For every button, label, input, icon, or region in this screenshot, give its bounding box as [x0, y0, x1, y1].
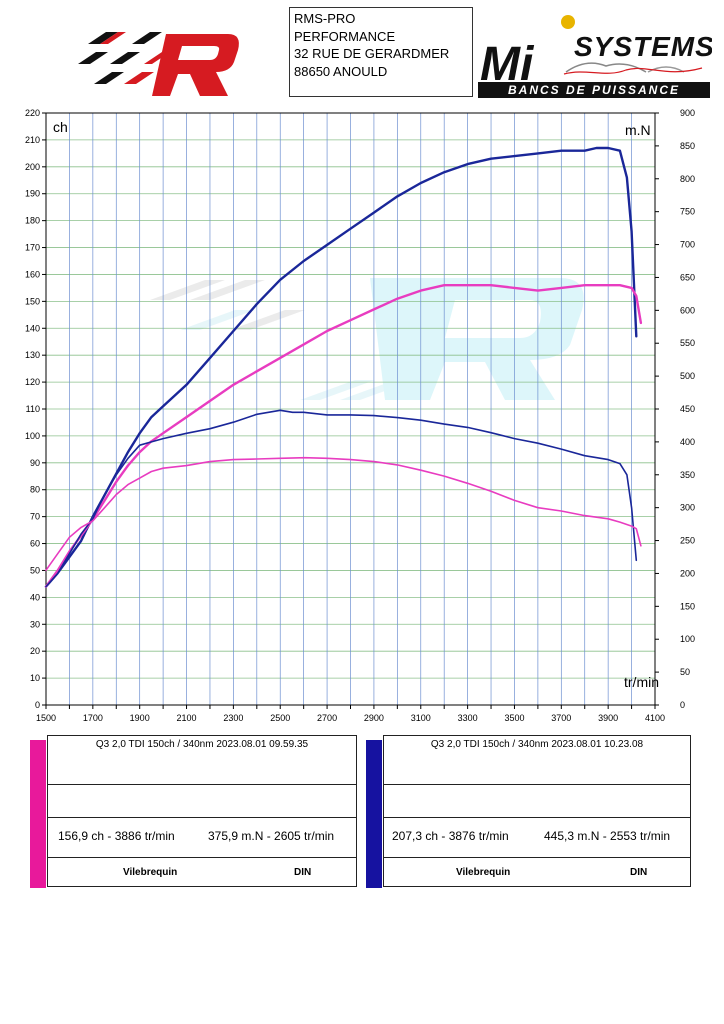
x-tick-label: 3900	[598, 713, 618, 723]
y-right-tick-label: 50	[680, 667, 690, 677]
y-right-tick-label: 900	[680, 108, 695, 118]
x-tick-label: 2100	[177, 713, 197, 723]
x-tick-label: 3100	[411, 713, 431, 723]
y-left-tick-label: 30	[30, 619, 40, 629]
series-line-1	[44, 284, 643, 588]
y-left-tick-label: 40	[30, 592, 40, 602]
y-left-tick-label: 80	[30, 485, 40, 495]
y-right-tick-label: 650	[680, 272, 695, 282]
y-right-tick-label: 300	[680, 503, 695, 513]
y-left-tick-label: 160	[25, 269, 40, 279]
label-din: DIN	[630, 867, 648, 878]
y-left-tick-label: 130	[25, 350, 40, 360]
y-left-unit-label: ch	[53, 119, 68, 135]
address-line: RMS-PRO	[294, 11, 356, 26]
y-left-tick-label: 100	[25, 431, 40, 441]
y-right-tick-label: 100	[680, 634, 695, 644]
address-line: PERFORMANCE	[294, 28, 396, 44]
watermark-logo-icon	[150, 278, 584, 400]
y-left-tick-label: 140	[25, 323, 40, 333]
max-torque: 375,9 m.N - 2605 tr/min	[208, 829, 335, 843]
y-right-tick-label: 500	[680, 371, 695, 381]
address-line: 88650 ANOULD	[294, 63, 388, 79]
y-left-tick-label: 0	[35, 700, 40, 710]
y-right-tick-label: 350	[680, 470, 695, 480]
address-box: RMS-PRO PERFORMANCE 32 RUE DE GERARDMER …	[289, 7, 473, 97]
y-right-tick-label: 600	[680, 305, 695, 315]
y-left-tick-label: 90	[30, 458, 40, 468]
y-right-tick-label: 400	[680, 437, 695, 447]
x-tick-label: 4100	[645, 713, 665, 723]
y-right-tick-label: 750	[680, 207, 695, 217]
label-vilebrequin: Vilebrequin	[123, 867, 178, 878]
y-right-tick-label: 150	[680, 601, 695, 611]
max-power: 156,9 ch - 3886 tr/min	[58, 829, 175, 843]
y-right-tick-label: 250	[680, 536, 695, 546]
logo-mi: Mi	[480, 38, 535, 91]
y-left-tick-label: 20	[30, 646, 40, 656]
series-line-2	[45, 409, 638, 588]
color-swatch-blue	[366, 740, 382, 888]
x-unit-label: tr/min	[624, 674, 659, 690]
y-left-tick-label: 200	[25, 162, 40, 172]
y-left-tick-label: 210	[25, 135, 40, 145]
y-left-tick-label: 120	[25, 377, 40, 387]
y-right-tick-label: 450	[680, 404, 695, 414]
series-line-3	[45, 456, 642, 571]
max-torque: 445,3 m.N - 2553 tr/min	[544, 829, 671, 843]
x-tick-label: 2500	[270, 713, 290, 723]
logo-misystems: BANCS DE PUISSANCE Mi SYSTEMS	[478, 15, 712, 98]
dyno-chart: 0 10 20 30 40 50 60 70 80 90 100 110 120 130 140 150 160…	[25, 108, 695, 723]
x-tick-label: 3500	[504, 713, 524, 723]
y-left-tick-label: 70	[30, 512, 40, 522]
x-tick-label: 2900	[364, 713, 384, 723]
y-left-tick-label: 50	[30, 565, 40, 575]
y-left-tick-label: 110	[26, 404, 40, 414]
x-tick-label: 2700	[317, 713, 337, 723]
y-right-tick-label: 200	[680, 568, 695, 578]
max-power: 207,3 ch - 3876 tr/min	[392, 829, 509, 843]
x-tick-label: 3700	[551, 713, 571, 723]
y-right-tick-label: 700	[680, 240, 695, 250]
x-tick-label: 2300	[223, 713, 243, 723]
label-vilebrequin: Vilebrequin	[456, 867, 511, 878]
y-left-tick-label: 220	[25, 108, 40, 118]
y-left-tick-label: 150	[25, 296, 40, 306]
run-title: Q3 2,0 TDI 150ch / 340nm 2023.08.01 09.5…	[95, 739, 309, 750]
run-title: Q3 2,0 TDI 150ch / 340nm 2023.08.01 10.2…	[430, 739, 644, 750]
y-right-tick-label: 0	[680, 700, 685, 710]
color-swatch-pink	[30, 740, 46, 888]
y-left-tick-label: 170	[25, 243, 40, 253]
logo-systems: SYSTEMS	[574, 31, 712, 62]
x-tick-label: 1700	[83, 713, 103, 723]
y-left-tick-label: 60	[30, 539, 40, 549]
x-tick-label: 1900	[130, 713, 150, 723]
y-right-tick-label: 550	[680, 338, 695, 348]
logo-racing-stripes-icon	[78, 32, 239, 96]
x-tick-label: 3300	[458, 713, 478, 723]
y-left-tick-label: 180	[25, 216, 40, 226]
y-right-tick-label: 850	[680, 141, 695, 151]
y-left-tick-label: 10	[30, 673, 40, 683]
logo-tagline: BANCS DE PUISSANCE	[508, 83, 680, 97]
y-left-tick-label: 190	[25, 189, 40, 199]
y-right-tick-label: 800	[680, 174, 695, 184]
label-din: DIN	[294, 867, 312, 878]
y-right-unit-label: m.N	[625, 122, 651, 138]
address-line: 32 RUE DE GERARDMER	[294, 46, 450, 61]
x-tick-label: 1500	[36, 713, 56, 723]
